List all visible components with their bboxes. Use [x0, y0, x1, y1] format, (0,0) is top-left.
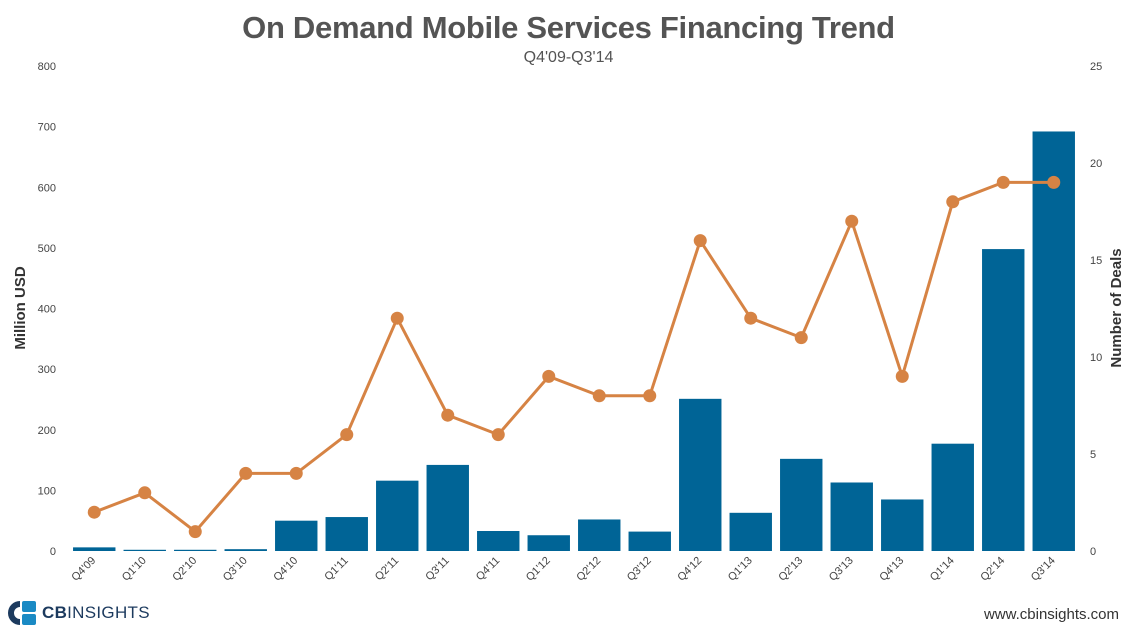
x-tick-Q3'11: Q3'11 [423, 555, 451, 583]
x-tick-Q4'11: Q4'11 [474, 555, 502, 583]
x-tick-Q2'14: Q2'14 [978, 555, 1007, 584]
right-tick-5: 5 [1090, 449, 1096, 461]
deals-point-Q2'13 [794, 331, 808, 345]
deals-point-Q2'14 [996, 175, 1010, 189]
x-tick-Q3'14: Q3'14 [1029, 555, 1058, 584]
deals-point-Q2'10 [188, 525, 202, 539]
bar-Q2'12 [578, 519, 621, 551]
bar-Q3'11 [426, 464, 469, 551]
right-tick-25: 25 [1090, 61, 1102, 73]
left-tick-600: 600 [38, 182, 56, 194]
x-tick-Q3'13: Q3'13 [827, 555, 856, 584]
deals-point-Q3'10 [239, 466, 253, 480]
bar-Q4'11 [477, 530, 520, 551]
left-tick-700: 700 [38, 122, 56, 134]
deals-point-Q4'09 [87, 505, 101, 519]
right-axis-ticks: 0 5 10 15 20 25 [1090, 61, 1102, 558]
deals-point-Q1'10 [138, 486, 152, 500]
x-tick-Q2'10: Q2'10 [170, 555, 199, 584]
deals-point-Q4'10 [289, 466, 303, 480]
deals-point-Q3'13 [845, 214, 859, 228]
left-tick-500: 500 [38, 243, 56, 255]
left-tick-100: 100 [38, 485, 56, 497]
cb-logo-icon [6, 599, 38, 627]
x-tick-Q2'13: Q2'13 [776, 555, 805, 584]
bar-Q1'13 [729, 512, 772, 551]
deals-point-Q1'14 [946, 195, 960, 209]
left-tick-300: 300 [38, 364, 56, 376]
deals-point-Q3'11 [441, 408, 455, 422]
x-tick-Q3'12: Q3'12 [625, 555, 654, 584]
left-axis-label: Million USD [12, 266, 29, 349]
right-tick-15: 15 [1090, 255, 1102, 267]
x-tick-Q1'13: Q1'13 [726, 555, 755, 584]
x-tick-Q1'14: Q1'14 [928, 555, 957, 584]
line-series [87, 175, 1061, 539]
bar-Q2'14 [982, 249, 1025, 551]
right-tick-10: 10 [1090, 352, 1102, 364]
bar-series [73, 131, 1075, 551]
right-tick-0: 0 [1090, 546, 1096, 558]
x-tick-Q3'10: Q3'10 [221, 555, 250, 584]
right-axis-label: Number of Deals [1108, 248, 1125, 367]
bar-Q1'12 [527, 535, 570, 551]
source-url[interactable]: www.cbinsights.com [983, 606, 1119, 623]
x-tick-Q1'12: Q1'12 [524, 555, 553, 584]
x-axis-ticks: Q4'09 Q1'10 Q2'10 Q3'10 Q4'10 Q1'11 Q2'11 Q3'11… [69, 555, 1058, 584]
deals-point-Q1'12 [542, 369, 556, 383]
x-tick-Q4'09: Q4'09 [69, 555, 98, 584]
deals-point-Q1'13 [744, 311, 758, 325]
bar-Q2'10 [174, 549, 217, 551]
bar-Q2'13 [780, 458, 823, 551]
deals-point-Q2'12 [592, 389, 606, 403]
deals-point-Q1'11 [340, 428, 354, 442]
left-tick-200: 200 [38, 425, 56, 437]
x-tick-Q2'11: Q2'11 [373, 555, 401, 583]
logo-suffix: INSIGHTS [67, 603, 150, 622]
bar-Q4'12 [679, 398, 722, 551]
left-axis-ticks: 0 100 200 300 400 500 600 700 800 [38, 61, 56, 558]
bar-Q3'12 [628, 531, 671, 551]
bar-Q3'14 [1032, 131, 1075, 551]
chart-subtitle: Q4'09-Q3'14 [523, 49, 614, 66]
x-tick-Q4'10: Q4'10 [271, 555, 300, 584]
deals-point-Q3'12 [643, 389, 657, 403]
left-tick-400: 400 [38, 304, 56, 316]
bar-Q2'11 [376, 480, 419, 551]
right-tick-20: 20 [1090, 158, 1102, 170]
chart-title: On Demand Mobile Services Financing Tren… [242, 10, 895, 45]
left-tick-0: 0 [50, 546, 56, 558]
deals-point-Q4'12 [693, 234, 707, 248]
deals-point-Q2'11 [390, 311, 404, 325]
cb-insights-logo: CBINSIGHTS [6, 598, 150, 628]
x-tick-Q2'12: Q2'12 [574, 555, 603, 584]
left-tick-800: 800 [38, 61, 56, 73]
x-tick-Q4'12: Q4'12 [675, 555, 704, 584]
deals-line [93, 180, 1054, 534]
x-tick-Q1'10: Q1'10 [120, 555, 149, 584]
logo-prefix: CB [42, 603, 68, 622]
bar-Q3'13 [830, 482, 873, 551]
bar-Q4'10 [275, 520, 318, 551]
deals-point-Q3'14 [1047, 175, 1061, 189]
bar-Q4'09 [73, 547, 116, 551]
x-tick-Q4'13: Q4'13 [877, 555, 906, 584]
bar-Q1'10 [123, 549, 166, 551]
bar-Q1'14 [931, 443, 974, 551]
bar-Q1'11 [325, 517, 368, 551]
bar-Q4'13 [881, 499, 924, 551]
x-tick-Q1'11: Q1'11 [322, 555, 350, 583]
deals-point-Q4'11 [491, 428, 505, 442]
bar-Q3'10 [224, 549, 267, 551]
deals-point-Q4'13 [895, 369, 909, 383]
